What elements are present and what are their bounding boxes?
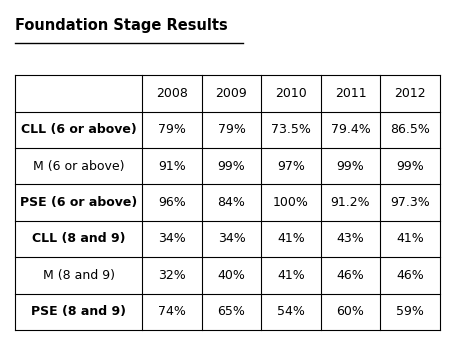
Text: 79%: 79%	[217, 123, 245, 136]
Text: Foundation Stage Results: Foundation Stage Results	[15, 18, 228, 33]
Text: 99%: 99%	[337, 160, 365, 173]
Text: 74%: 74%	[158, 305, 186, 318]
Text: 41%: 41%	[277, 233, 305, 245]
Text: 97.3%: 97.3%	[390, 196, 430, 209]
Text: 99%: 99%	[396, 160, 424, 173]
Text: 46%: 46%	[337, 269, 365, 282]
Text: 34%: 34%	[218, 233, 245, 245]
Text: PSE (8 and 9): PSE (8 and 9)	[31, 305, 126, 318]
Text: PSE (6 or above): PSE (6 or above)	[20, 196, 137, 209]
Text: 79%: 79%	[158, 123, 186, 136]
Text: 40%: 40%	[217, 269, 245, 282]
Text: CLL (8 and 9): CLL (8 and 9)	[32, 233, 125, 245]
Text: M (6 or above): M (6 or above)	[33, 160, 124, 173]
Text: 73.5%: 73.5%	[271, 123, 311, 136]
Text: 97%: 97%	[277, 160, 305, 173]
Text: 43%: 43%	[337, 233, 365, 245]
Text: 2009: 2009	[216, 87, 248, 100]
Text: 34%: 34%	[158, 233, 186, 245]
Text: 60%: 60%	[337, 305, 365, 318]
Text: 2011: 2011	[335, 87, 366, 100]
Text: 91%: 91%	[158, 160, 186, 173]
Text: 2008: 2008	[156, 87, 188, 100]
Text: 100%: 100%	[273, 196, 309, 209]
Text: 99%: 99%	[218, 160, 245, 173]
Text: 96%: 96%	[158, 196, 186, 209]
Text: 41%: 41%	[396, 233, 424, 245]
Text: CLL (6 or above): CLL (6 or above)	[21, 123, 136, 136]
Text: 54%: 54%	[277, 305, 305, 318]
Text: 2010: 2010	[275, 87, 307, 100]
Text: 91.2%: 91.2%	[331, 196, 370, 209]
Text: 65%: 65%	[217, 305, 245, 318]
Text: 84%: 84%	[217, 196, 245, 209]
Text: 32%: 32%	[158, 269, 186, 282]
Text: 41%: 41%	[277, 269, 305, 282]
Text: 2012: 2012	[394, 87, 426, 100]
Text: 46%: 46%	[396, 269, 424, 282]
Text: 59%: 59%	[396, 305, 424, 318]
Text: 79.4%: 79.4%	[331, 123, 370, 136]
Text: 86.5%: 86.5%	[390, 123, 430, 136]
Text: M (8 and 9): M (8 and 9)	[43, 269, 115, 282]
